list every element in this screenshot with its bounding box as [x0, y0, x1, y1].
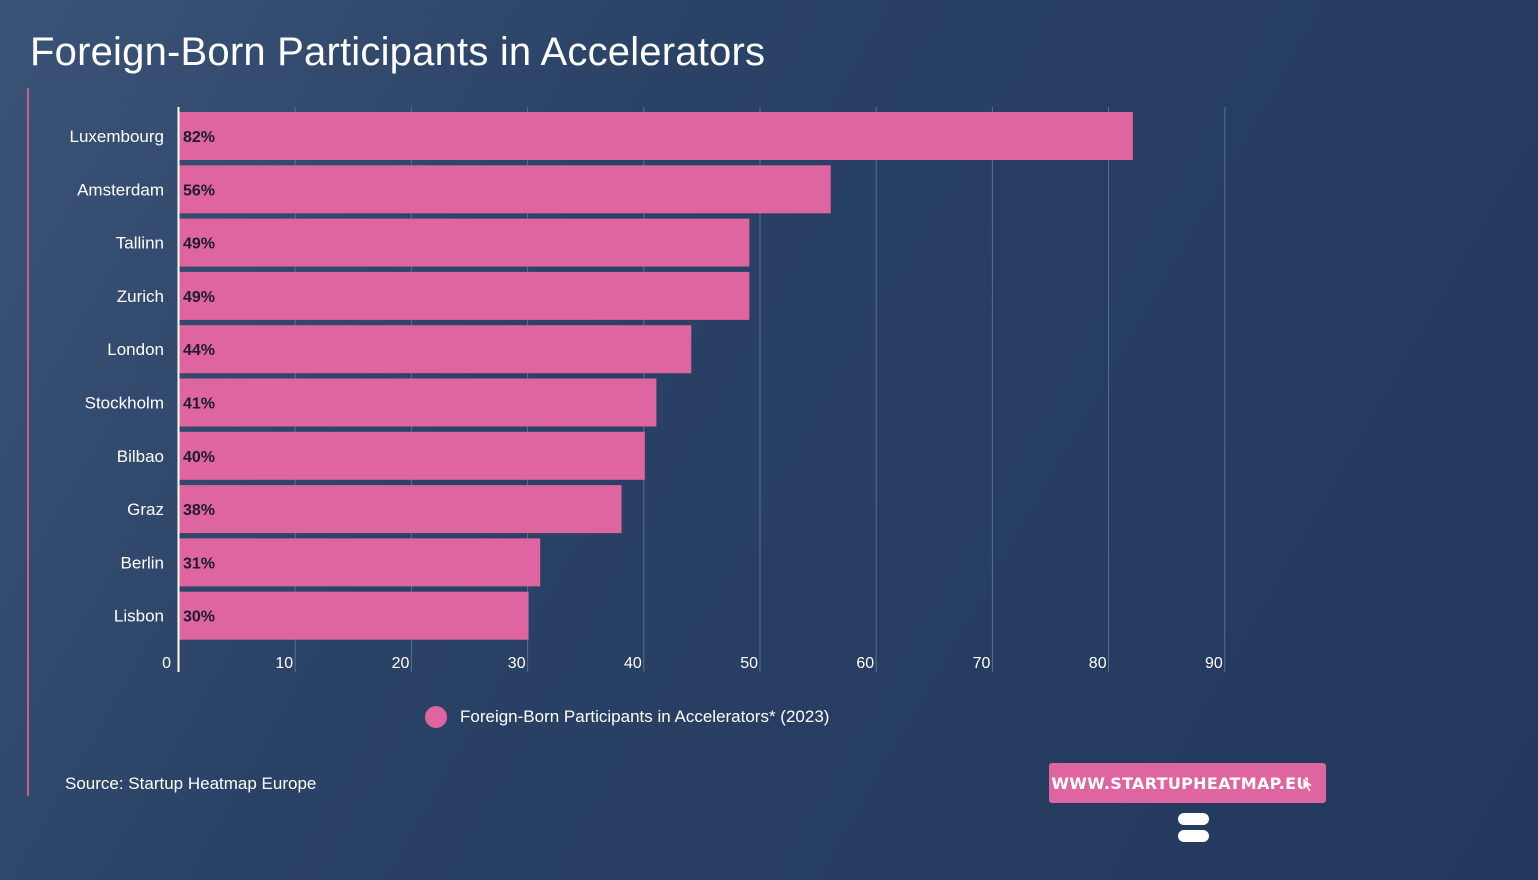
chart-title: Foreign-Born Participants in Accelerator…: [30, 30, 766, 74]
data-label: 41%: [183, 396, 215, 413]
x-tick-label: 50: [740, 655, 758, 672]
x-tick-label: 40: [624, 655, 642, 672]
website-link-button[interactable]: WWW.STARTUPHEATMAP.EU: [1049, 763, 1326, 803]
labels: 0 10 20 30 40 50 60 70 80 90 Luxembourg 82% Amsterda…: [69, 127, 1222, 672]
x-tick-label: 60: [856, 655, 874, 672]
bars: [177, 107, 1133, 672]
category-label: Zurich: [117, 287, 164, 306]
legend-label: Foreign-Born Participants in Accelerator…: [460, 707, 830, 726]
bar: [179, 218, 750, 267]
data-label: 44%: [183, 342, 215, 359]
bar: [179, 378, 657, 427]
x-tick-label: 10: [275, 655, 293, 672]
data-label: 82%: [183, 129, 215, 146]
data-label: 49%: [183, 289, 215, 306]
x-tick-label: 90: [1205, 655, 1223, 672]
website-link-label: WWW.STARTUPHEATMAP.EU: [1051, 773, 1310, 793]
accent-line: [27, 88, 29, 796]
category-label: London: [107, 340, 164, 359]
bar: [179, 325, 692, 374]
category-label: Graz: [127, 500, 164, 519]
bar-chart: 0 10 20 30 40 50 60 70 80 90 Luxembourg 82% Amsterda…: [69, 107, 1226, 672]
bar: [179, 112, 1133, 160]
data-label: 49%: [183, 236, 215, 253]
data-label: 30%: [183, 609, 215, 626]
x-tick-label: 0: [162, 655, 171, 672]
x-tick-label: 80: [1089, 655, 1107, 672]
x-tick-label: 70: [973, 655, 991, 672]
bar: [179, 538, 541, 587]
legend: Foreign-Born Participants in Accelerator…: [425, 706, 829, 728]
x-tick-label: 20: [392, 655, 410, 672]
category-label: Tallinn: [116, 234, 164, 253]
category-label: Berlin: [121, 553, 164, 572]
bar: [179, 271, 750, 320]
stacked-bars-logo-icon: [1178, 813, 1209, 842]
category-label: Bilbao: [117, 447, 164, 466]
bar: [179, 165, 831, 214]
bar: [179, 431, 645, 480]
category-label: Stockholm: [85, 394, 164, 413]
category-label: Amsterdam: [77, 180, 164, 199]
data-label: 38%: [183, 502, 215, 519]
x-tick-label: 30: [508, 655, 526, 672]
category-label: Lisbon: [114, 607, 164, 626]
source-note: Source: Startup Heatmap Europe: [65, 774, 317, 793]
data-label: 31%: [183, 555, 215, 572]
legend-swatch: [425, 706, 447, 728]
cursor-arrow-icon: [1302, 777, 1315, 793]
category-label: Luxembourg: [69, 127, 164, 146]
bar: [179, 591, 529, 640]
data-label: 40%: [183, 449, 215, 466]
data-label: 56%: [183, 182, 215, 199]
bar: [179, 485, 622, 534]
